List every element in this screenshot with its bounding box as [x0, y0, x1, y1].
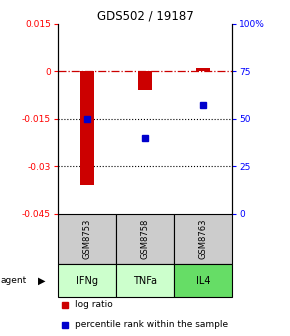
- Text: GSM8758: GSM8758: [140, 219, 150, 259]
- Bar: [174, 264, 232, 297]
- Bar: [58, 214, 116, 264]
- Text: GSM8753: GSM8753: [82, 219, 92, 259]
- Text: GSM8763: GSM8763: [198, 219, 208, 259]
- Text: agent: agent: [0, 276, 27, 285]
- Bar: [80, 71, 94, 185]
- Bar: [138, 71, 152, 90]
- Bar: [116, 264, 174, 297]
- Text: percentile rank within the sample: percentile rank within the sample: [75, 320, 229, 329]
- Text: log ratio: log ratio: [75, 300, 113, 309]
- Bar: [174, 214, 232, 264]
- Text: TNFa: TNFa: [133, 276, 157, 286]
- Bar: [116, 214, 174, 264]
- Text: ▶: ▶: [38, 276, 46, 286]
- Text: IFNg: IFNg: [76, 276, 98, 286]
- Bar: [58, 264, 116, 297]
- Bar: [196, 68, 210, 71]
- Title: GDS502 / 19187: GDS502 / 19187: [97, 9, 193, 23]
- Text: IL4: IL4: [196, 276, 210, 286]
